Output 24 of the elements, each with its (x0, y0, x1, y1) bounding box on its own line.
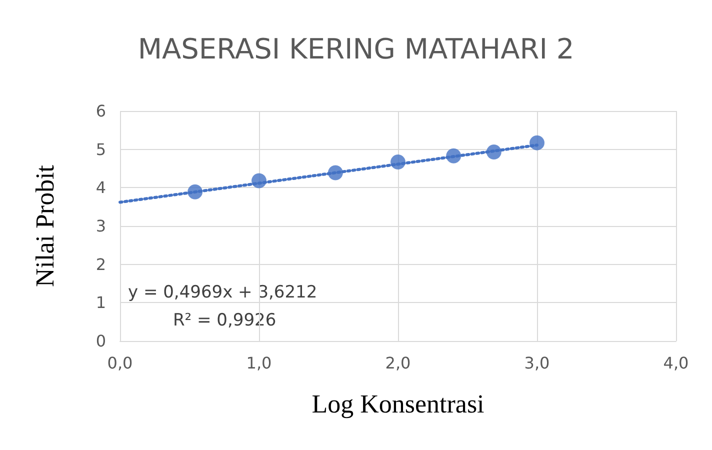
y-tick-label: 5 (96, 140, 106, 159)
point (390, 154, 406, 170)
annotation: y = 0,4969x + 3,6212 (128, 282, 318, 302)
y-tick-label: 2 (96, 254, 106, 274)
y-axis-title: Nilai Probit (30, 164, 60, 288)
y-tick-label: 6 (96, 102, 106, 120)
x-axis-title: Log Konsentrasi (312, 390, 484, 418)
point (252, 173, 266, 188)
point (188, 184, 203, 200)
x-tick-label: 3,0 (524, 354, 550, 372)
annotation: R² = 0,9926 (173, 310, 276, 330)
point (530, 135, 544, 150)
y-tick-label: 0 (96, 332, 106, 350)
x-tick-label: 4,0 (663, 354, 689, 372)
x-tick-label: 1,0 (246, 354, 272, 372)
y-tick-label: 3 (96, 216, 106, 236)
x-tick-label: 2,0 (385, 354, 411, 372)
point (486, 144, 502, 160)
y-tick-label: 4 (96, 178, 106, 198)
x-tick-label: 0,0 (107, 354, 133, 372)
chart-title: MASERASI KERING MATAHARI 2 (138, 32, 574, 66)
point (328, 165, 343, 180)
point (446, 148, 462, 164)
y-tick-label: 1 (96, 293, 106, 312)
